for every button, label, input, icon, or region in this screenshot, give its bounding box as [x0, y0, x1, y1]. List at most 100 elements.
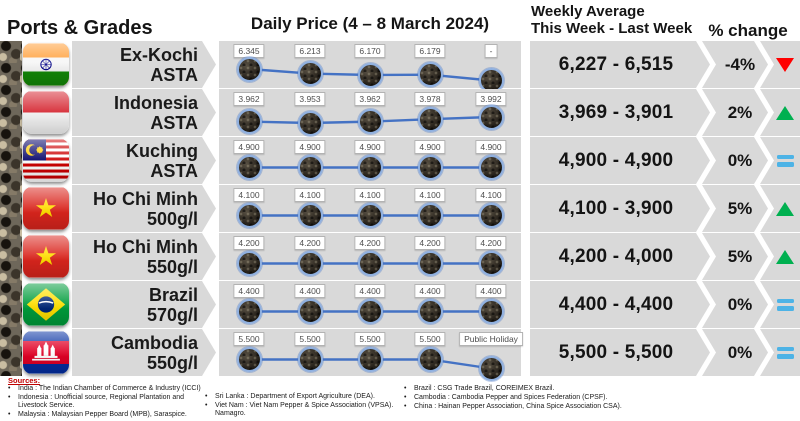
data-point-label: 3.953: [294, 92, 326, 106]
data-point: [236, 299, 262, 324]
percent-change-value: 0%: [727, 342, 753, 362]
data-point-label: 4.100: [354, 188, 386, 202]
sources-column-3: • Brazil : CSG Trade Brazil, COREIMEX Bra…: [404, 385, 624, 412]
data-point: [417, 62, 443, 88]
data-point: [236, 109, 262, 135]
data-point: [478, 104, 504, 130]
port-label: Indonesia ASTA: [113, 92, 198, 133]
data-point-label: 4.100: [233, 188, 265, 202]
data-point: [357, 109, 383, 135]
data-point: [236, 203, 262, 228]
ports-grades-title: Ports & Grades: [7, 17, 153, 39]
data-point-label: -: [484, 44, 498, 58]
port-label: Cambodia 550g/l: [110, 332, 198, 373]
source-item: • Brazil : CSG Trade Brazil, COREIMEX Bra…: [404, 385, 624, 393]
data-point-label: 4.400: [233, 284, 265, 298]
trend-indicator-band: [760, 185, 800, 232]
source-item: • Cambodia : Cambodia Pepper and Spices F…: [404, 394, 624, 402]
daily-price-chart: 4.200 4.200 4.200 4.200 4.200: [219, 233, 521, 280]
daily-price-chart: 4.100 4.100 4.100 4.100 4.100: [219, 185, 521, 232]
weekly-average-title: Weekly Average This Week - Last Week: [531, 3, 692, 37]
daily-price-chart: 6.345 6.213 6.170 6.179 -: [219, 41, 521, 93]
data-point: [417, 299, 443, 324]
percent-change-value: 5%: [727, 198, 753, 218]
weekly-average-band: 4,900 - 4,900: [530, 137, 710, 184]
weekly-average-value: 4,900 - 4,900: [558, 149, 674, 171]
percent-change-band: 5%: [702, 233, 768, 280]
price-rows: Ex-Kochi ASTA 6.345 6.213 6.170 6.179 - 6,227 -…: [0, 41, 800, 381]
data-point-label: 4.900: [414, 140, 446, 154]
port-label-band: Kuching ASTA: [72, 137, 216, 184]
data-point: [297, 203, 323, 228]
price-row: Ho Chi Minh 500g/l 4.100 4.100 4.100 4.100 4.1…: [0, 185, 800, 232]
price-row: Cambodia 550g/l 5.500 5.500 5.500 5.500 Public…: [0, 329, 800, 381]
percent-change-value: 5%: [727, 246, 753, 266]
data-point-label: 4.100: [294, 188, 326, 202]
data-point: [357, 62, 383, 88]
data-point: [417, 203, 443, 228]
flag-icon-vietnam: [23, 187, 69, 230]
port-label-band: Cambodia 550g/l: [72, 329, 216, 376]
data-point-label: 6.345: [233, 44, 265, 58]
data-point: [297, 299, 323, 324]
weekly-average-band: 4,200 - 4,000: [530, 233, 710, 280]
data-point-label: 4.200: [475, 236, 507, 250]
data-point: [297, 110, 323, 136]
data-point-label: 4.900: [475, 140, 507, 154]
flag-icon-brazil: [23, 283, 69, 326]
weekly-average-value: 5,500 - 5,500: [558, 341, 674, 363]
weekly-average-value: 4,100 - 3,900: [558, 197, 674, 219]
flag-icon-cambodia: [23, 331, 69, 374]
port-label-band: Ex-Kochi ASTA: [72, 41, 216, 88]
weekly-average-title-line1: Weekly Average: [531, 3, 645, 20]
flag-icon-india: [23, 43, 69, 86]
price-row: Ho Chi Minh 550g/l 4.200 4.200 4.200 4.200 4.2…: [0, 233, 800, 280]
bullet-icon: •: [8, 411, 11, 418]
weekly-average-value: 4,200 - 4,000: [558, 245, 674, 267]
data-point: [478, 299, 504, 324]
source-item: • China : Hainan Pepper Association, Chin…: [404, 403, 624, 411]
data-point: [236, 347, 262, 372]
data-point: [478, 356, 504, 381]
price-row: Kuching ASTA 4.900 4.900 4.900 4.900 4.900 4,90…: [0, 137, 800, 184]
data-point: [357, 251, 383, 276]
port-label-band: Brazil 570g/l: [72, 281, 216, 328]
port-label-band: Ho Chi Minh 500g/l: [72, 185, 216, 232]
source-text: Cambodia : Cambodia Pepper and Spices Fe…: [414, 394, 608, 401]
port-label-band: Indonesia ASTA: [72, 89, 216, 136]
data-point-label: 4.200: [354, 236, 386, 250]
trend-up-icon: [776, 201, 794, 216]
source-text: Brazil : CSG Trade Brazil, COREIMEX Braz…: [414, 385, 555, 392]
data-point-label: 5.500: [294, 332, 326, 346]
source-item: • India : The Indian Chamber of Commerce …: [8, 385, 203, 393]
data-point-label: 4.400: [354, 284, 386, 298]
bullet-icon: •: [8, 394, 11, 401]
data-point-label: 3.962: [354, 92, 386, 106]
data-point-label: 6.170: [354, 44, 386, 58]
weekly-average-band: 4,400 - 4,400: [530, 281, 710, 328]
data-point: [478, 203, 504, 228]
peppercorn-photo-strip: [0, 41, 22, 376]
percent-change-band: 5%: [702, 185, 768, 232]
trend-down-icon: [776, 57, 794, 72]
percent-change-value: 0%: [727, 150, 753, 170]
percent-change-value: 2%: [727, 102, 753, 122]
sources-column-1: • India : The Indian Chamber of Commerce …: [8, 385, 203, 420]
bullet-icon: •: [8, 385, 11, 392]
daily-price-chart: 5.500 5.500 5.500 5.500 Public Holiday: [219, 329, 523, 381]
data-point-label: 6.179: [414, 44, 446, 58]
data-point: [297, 61, 323, 87]
source-text: Sri Lanka : Department of Export Agricul…: [215, 393, 375, 400]
source-item: • Malaysia : Malaysian Pepper Board (MPB)…: [8, 411, 203, 419]
data-point-label: 4.900: [233, 140, 265, 154]
source-text: Malaysia : Malaysian Pepper Board (MPB),…: [18, 411, 187, 418]
data-point-label: 3.978: [414, 92, 446, 106]
trend-up-icon: [776, 105, 794, 120]
weekly-average-value: 6,227 - 6,515: [558, 53, 674, 75]
data-point-label: 4.900: [294, 140, 326, 154]
data-point: [357, 299, 383, 324]
data-point-label: 4.400: [475, 284, 507, 298]
daily-price-chart: 3.962 3.953 3.962 3.978 3.992: [219, 89, 521, 136]
bullet-icon: •: [205, 402, 208, 409]
data-point: [236, 155, 262, 180]
